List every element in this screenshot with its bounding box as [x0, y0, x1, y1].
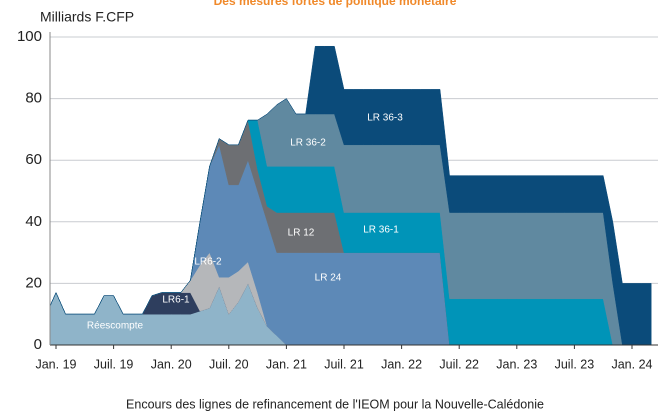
- caption: Encours des lignes de refinancement de l…: [126, 397, 544, 411]
- x-tick-label: Juil. 23: [555, 357, 595, 371]
- area-label: LR 36-1: [363, 225, 399, 236]
- area-label: LR6-1: [162, 295, 190, 306]
- y-tick-label: 100: [17, 28, 42, 45]
- x-tick-label: Juil. 20: [209, 357, 249, 371]
- labels: 0 20 40 60 80 100 Jan. 19 Juil. 19 Jan. 20 Juil. …: [17, 28, 658, 371]
- x-tick-label: Jan. 21: [266, 357, 307, 371]
- x-tick-label: Juil. 22: [439, 357, 479, 371]
- area-label: Réescompte: [87, 321, 144, 332]
- y-tick-label: 60: [25, 151, 42, 168]
- area-label: LR6-2: [194, 257, 222, 268]
- y-tick-label: 40: [25, 213, 42, 230]
- x-tick-label: Jan. 23: [496, 357, 537, 371]
- x-tick-label: Jan. 22: [381, 357, 422, 371]
- areas: [50, 45, 652, 346]
- y-tick-label: 80: [25, 90, 42, 107]
- x-tick-label: Juil. 21: [324, 357, 364, 371]
- area-label: LR 24: [315, 273, 342, 284]
- chart-title: Des mesures fortes de politique monétair…: [214, 0, 457, 8]
- x-tick-label: Jan. 24: [611, 357, 652, 371]
- y-axis-label: Milliards F.CFP: [40, 9, 134, 25]
- x-tick-label: Jan. 19: [35, 357, 76, 371]
- area: [50, 45, 652, 346]
- area-label: LR 12: [288, 228, 315, 239]
- area-label: LR 36-3: [367, 113, 403, 124]
- x-tick-label: Juil. 19: [94, 357, 134, 371]
- y-tick-label: 20: [25, 274, 42, 291]
- x-tick-label: Jan. 20: [151, 357, 192, 371]
- area-label: LR 36-2: [290, 138, 326, 149]
- y-tick-label: 0: [34, 336, 42, 353]
